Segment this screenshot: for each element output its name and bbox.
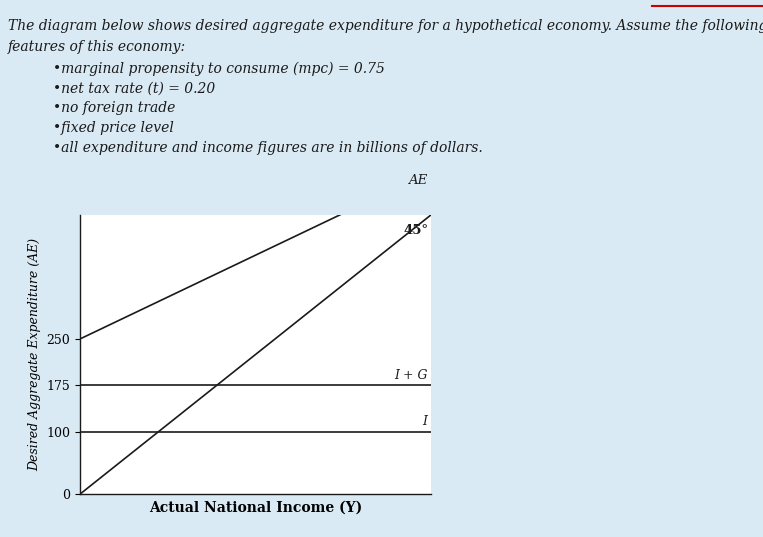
Text: •fixed price level: •fixed price level bbox=[53, 121, 174, 135]
Text: •marginal propensity to consume (mpc) = 0.75: •marginal propensity to consume (mpc) = … bbox=[53, 62, 385, 76]
Text: The diagram below shows desired aggregate expenditure for a hypothetical economy: The diagram below shows desired aggregat… bbox=[8, 19, 763, 33]
Text: •net tax rate (t) = 0.20: •net tax rate (t) = 0.20 bbox=[53, 82, 216, 96]
Y-axis label: Desired Aggregate Expenditure (AE): Desired Aggregate Expenditure (AE) bbox=[27, 238, 41, 471]
Text: •no foreign trade: •no foreign trade bbox=[53, 101, 175, 115]
Text: features of this economy:: features of this economy: bbox=[8, 40, 185, 54]
Text: 45°: 45° bbox=[404, 224, 429, 237]
Text: •all expenditure and income figures are in billions of dollars.: •all expenditure and income figures are … bbox=[53, 141, 483, 155]
Text: I: I bbox=[422, 415, 427, 429]
Text: I + G: I + G bbox=[394, 369, 427, 382]
Text: AE: AE bbox=[408, 175, 427, 187]
X-axis label: Actual National Income (Y): Actual National Income (Y) bbox=[149, 501, 362, 515]
